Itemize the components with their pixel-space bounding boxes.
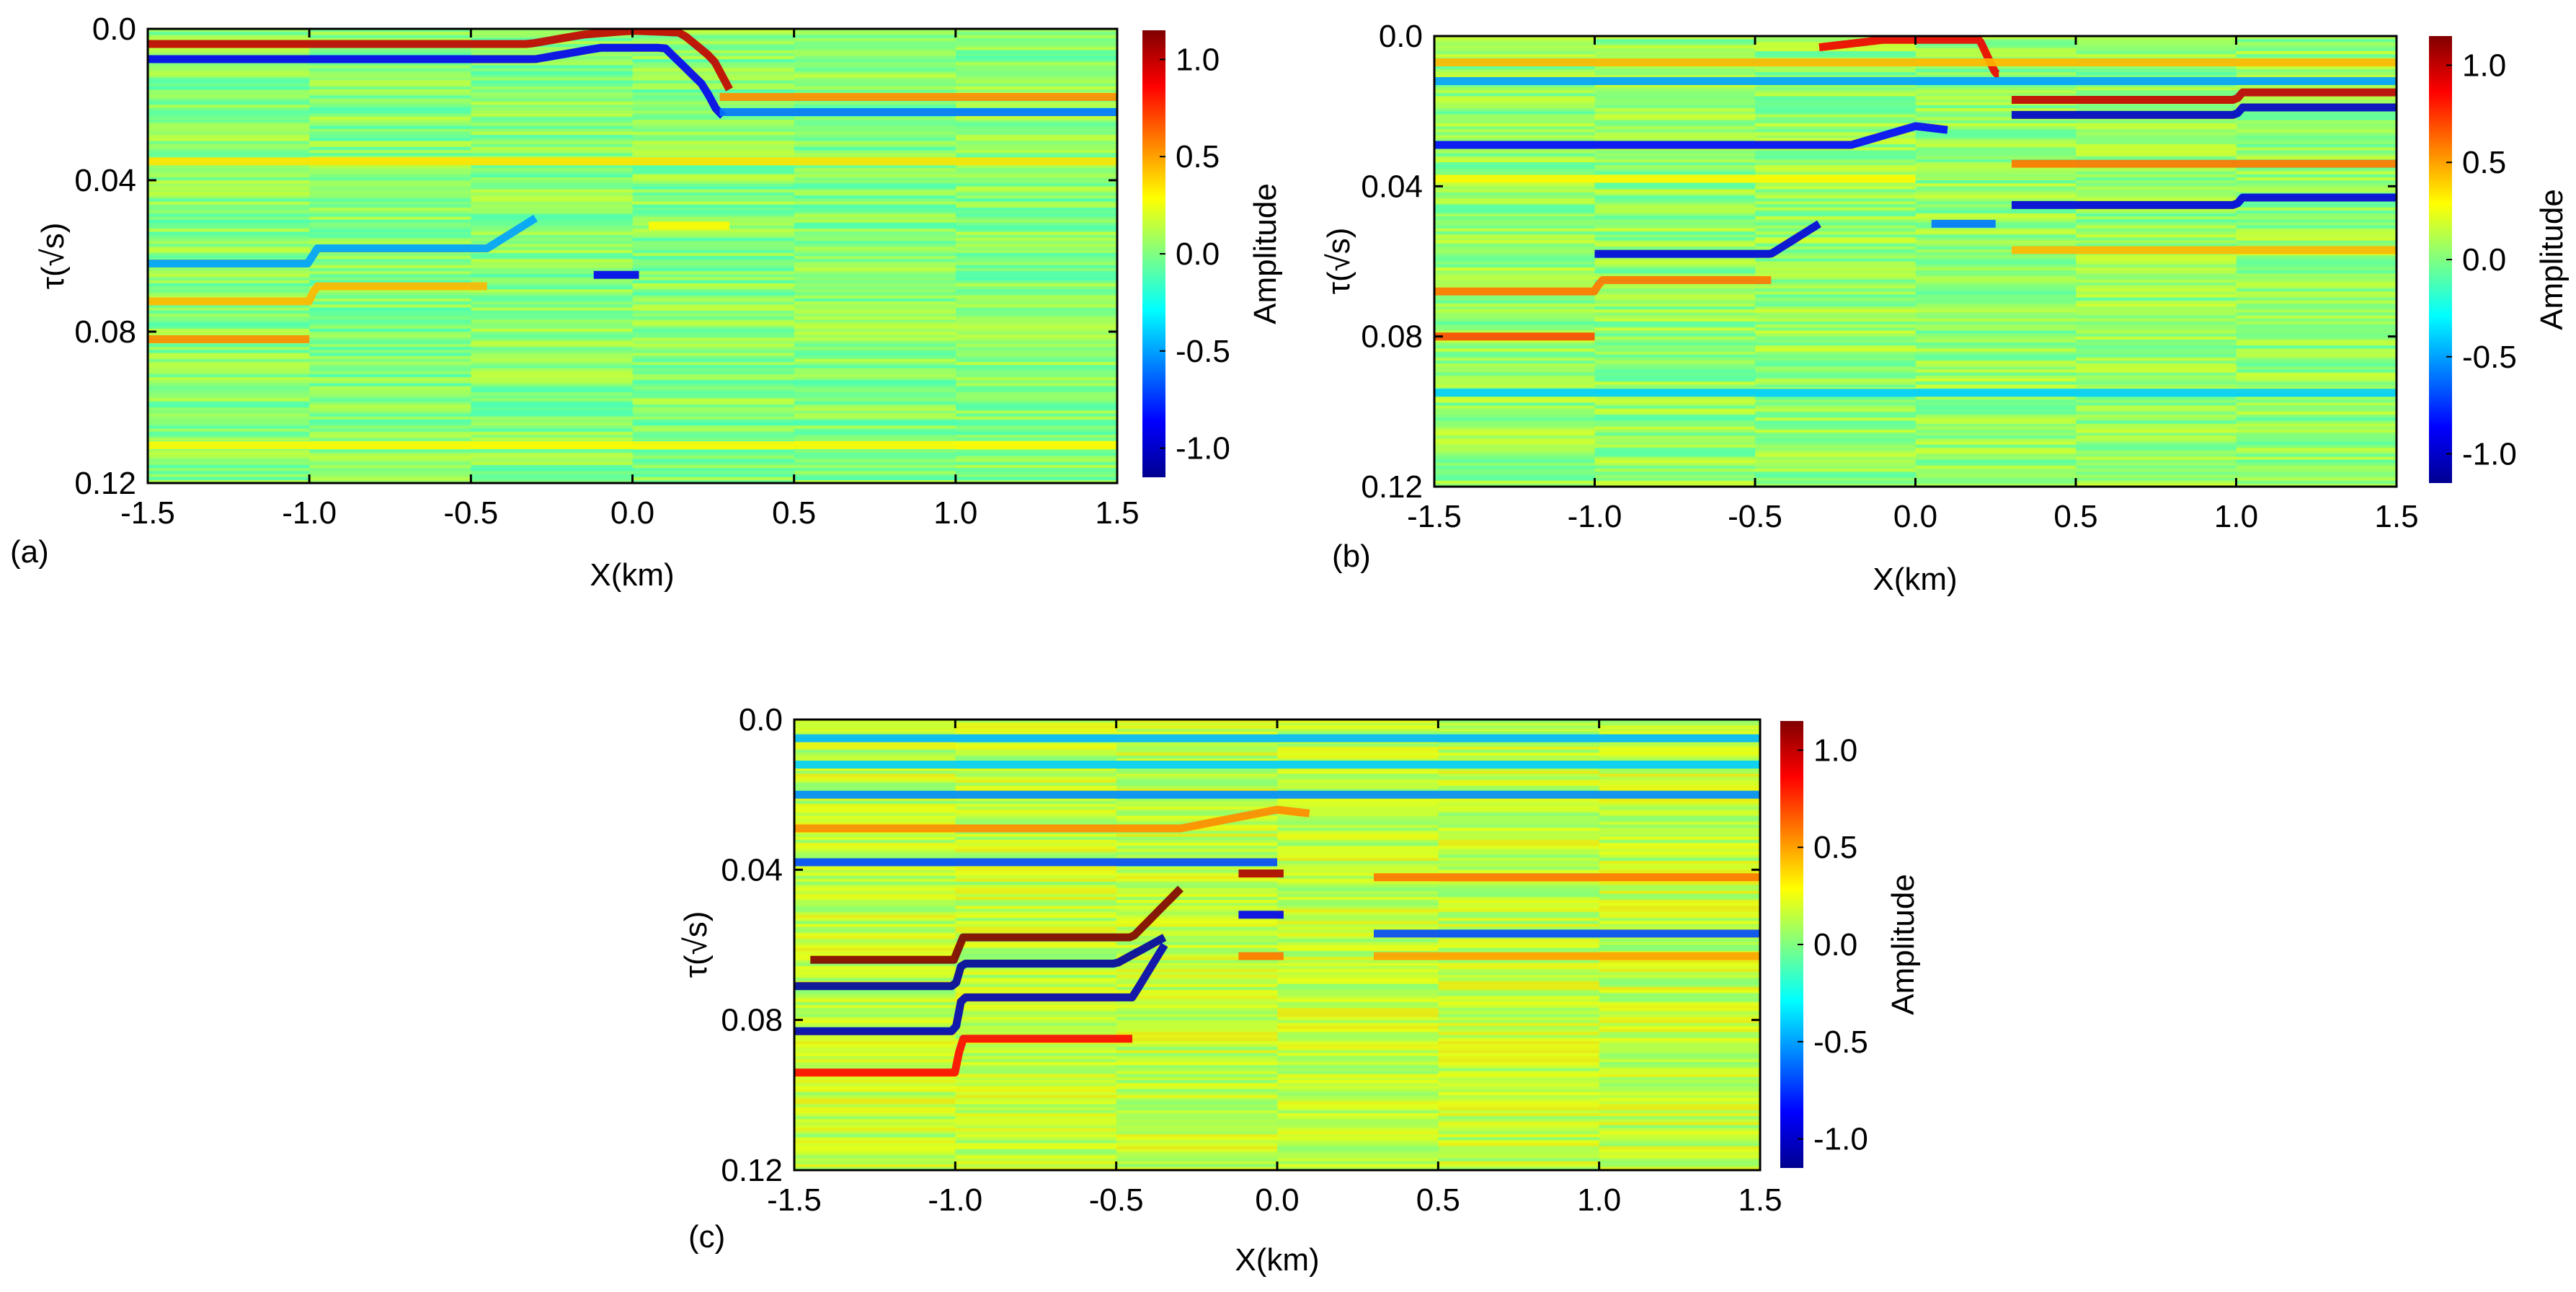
- panel-c-event-3: [794, 805, 1310, 833]
- panel-c-colorbar-tick-label-2: 0.0: [1813, 927, 1857, 963]
- panel-c-y-tick-label-3: 0.12: [721, 1153, 783, 1188]
- panel-c-event-12: [794, 942, 1168, 1035]
- panel-c-x-tick-label-1: -1.0: [928, 1182, 982, 1218]
- panel-c-colorbar-ticks: 1.0 0.5 0.0 -0.5 -1.0: [1798, 733, 1868, 1157]
- panel-c-colorbar-tick-label-3: -0.5: [1813, 1025, 1868, 1060]
- panel-c-x-tick-label-5: 1.0: [1577, 1182, 1621, 1218]
- panel-c-heatmap: [794, 720, 1760, 1170]
- panel-c-event-10: [810, 885, 1183, 964]
- panel-c-colorbar: 1.0 0.5 0.0 -0.5 -1.0 Amplitude: [1780, 721, 1921, 1168]
- panel-b-event-4: [2012, 103, 2397, 119]
- panel-a-event-1: [148, 43, 726, 119]
- panel-b: -1.5 -1.0 -0.5 0.0 0.5 1.0 1.5 0.0 0.04 0.08 0.12…: [1321, 19, 2570, 597]
- panel-c-x-tick-label-3: 0.0: [1255, 1182, 1299, 1218]
- panel-c-x-axis: -1.5 -1.0 -0.5 0.0 0.5 1.0 1.5: [767, 720, 1782, 1218]
- panel-b-colorbar-tick-label-4: -1.0: [2462, 437, 2517, 472]
- panel-a-event-7: [148, 282, 487, 306]
- panel-c-event-13: [794, 1035, 1132, 1077]
- panel-c-event-11: [794, 934, 1167, 991]
- panel-b-colorbar-tick-label-1: 0.5: [2462, 145, 2506, 180]
- panel-b-y-tick-label-2: 0.08: [1361, 319, 1423, 355]
- panel-c-label: (c): [688, 1219, 725, 1255]
- panel-b-colorbar-tick-label-3: -0.5: [2462, 340, 2517, 375]
- panel-c-colorbar-label: Amplitude: [1886, 874, 1921, 1015]
- panel-c-y-tick-label-2: 0.08: [721, 1003, 783, 1038]
- panel-a-x-tick-label-5: 1.0: [933, 495, 977, 531]
- panel-b-colorbar-label: Amplitude: [2534, 189, 2570, 330]
- panel-b-y-tick-label-0: 0.0: [1379, 19, 1423, 54]
- panel-a-y-axis: 0.0 0.04 0.08 0.12: [74, 12, 1117, 501]
- panel-b-colorbar-ticks: 1.0 0.5 0.0 -0.5 -1.0: [2446, 48, 2517, 472]
- panel-c-colorbar-tick-label-1: 0.5: [1813, 830, 1857, 865]
- panel-b-x-tick-label-3: 0.0: [1893, 499, 1937, 534]
- panel-b-y-tick-label-1: 0.04: [1361, 169, 1423, 204]
- panel-b-x-tick-label-5: 1.0: [2214, 499, 2258, 534]
- panel-c-colorbar-tick-label-0: 1.0: [1813, 733, 1857, 768]
- panel-a-x-tick-label-3: 0.0: [610, 495, 654, 531]
- panel-b-label: (b): [1332, 539, 1371, 574]
- panel-c-x-axis-label: X(km): [1235, 1242, 1319, 1278]
- panel-b-colorbar-tick-label-0: 1.0: [2462, 48, 2506, 83]
- panel-b-event-9: [1593, 220, 1821, 258]
- panel-a-x-axis-label: X(km): [590, 557, 674, 593]
- panel-c-y-axis: 0.0 0.04 0.08 0.12: [721, 702, 1760, 1188]
- panel-b-x-axis-label: X(km): [1873, 562, 1957, 597]
- panel-b-x-tick-label-0: -1.5: [1407, 499, 1462, 534]
- panel-a-x-axis: -1.5 -1.0 -0.5 0.0 0.5 1.0 1.5: [120, 29, 1140, 531]
- panel-b-x-axis: -1.5 -1.0 -0.5 0.0 0.5 1.0 1.5: [1407, 36, 2419, 534]
- panel-a-y-axis-label: τ(√s): [35, 223, 71, 290]
- panel-b-x-tick-label-2: -0.5: [1728, 499, 1782, 534]
- panel-a-colorbar-tick-label-1: 0.5: [1176, 139, 1220, 174]
- panel-a-x-tick-label-4: 0.5: [772, 495, 816, 531]
- panel-a-colorbar: 1.0 0.5 0.0 -0.5 -1.0 Amplitude: [1142, 30, 1283, 477]
- panel-a-event-6: [148, 214, 538, 267]
- panel-c-x-tick-label-4: 0.5: [1416, 1182, 1460, 1218]
- panel-a-x-tick-label-0: -1.5: [120, 495, 175, 531]
- panel-b-event-8: [2012, 193, 2397, 209]
- panel-a-y-tick-label-1: 0.04: [74, 163, 136, 198]
- panel-b-x-tick-label-6: 1.5: [2374, 499, 2418, 534]
- panel-b-event-0: [1817, 36, 2001, 78]
- panel-c: -1.5 -1.0 -0.5 0.0 0.5 1.0 1.5 0.0 0.04 0.08 0.12…: [678, 702, 1921, 1278]
- panel-b-heatmap: [1434, 36, 2397, 487]
- panel-a-y-tick-label-3: 0.12: [74, 466, 136, 501]
- panel-a-colorbar-tick-label-0: 1.0: [1176, 42, 1220, 77]
- panel-b-x-tick-label-4: 0.5: [2053, 499, 2097, 534]
- panel-a-y-tick-label-2: 0.08: [74, 314, 136, 350]
- panel-a-colorbar-ticks: 1.0 0.5 0.0 -0.5 -1.0: [1160, 42, 1230, 466]
- panel-a-heatmap: [148, 29, 1117, 483]
- panel-b-y-tick-label-3: 0.12: [1361, 469, 1423, 505]
- panel-c-colorbar-tick-label-4: -1.0: [1813, 1122, 1868, 1157]
- panel-b-event-10: [1434, 276, 1772, 296]
- panel-a-colorbar-tick-label-4: -1.0: [1176, 431, 1230, 466]
- panel-a-y-tick-label-0: 0.0: [92, 12, 136, 47]
- panel-c-x-tick-label-2: -0.5: [1089, 1182, 1144, 1218]
- panel-a: -1.5 -1.0 -0.5 0.0 0.5 1.0 1.5 0.0 0.04 0.08 0.12…: [10, 12, 1283, 593]
- panel-a-x-tick-label-2: -0.5: [443, 495, 498, 531]
- panel-a-colorbar-label: Amplitude: [1248, 183, 1283, 324]
- panel-a-x-tick-label-6: 1.5: [1095, 495, 1139, 531]
- panel-a-x-tick-label-1: -1.0: [282, 495, 337, 531]
- panel-b-event-5: [1434, 122, 1948, 149]
- panel-a-colorbar-tick-label-3: -0.5: [1176, 334, 1230, 369]
- panel-b-x-tick-label-1: -1.0: [1568, 499, 1622, 534]
- panel-b-colorbar-tick-label-2: 0.0: [2462, 242, 2506, 278]
- panel-c-y-tick-label-1: 0.04: [721, 852, 783, 888]
- panel-c-x-tick-label-6: 1.5: [1738, 1182, 1782, 1218]
- panel-a-label: (a): [10, 534, 49, 570]
- panel-c-y-axis-label: τ(√s): [678, 911, 714, 978]
- panel-b-y-axis-label: τ(√s): [1321, 228, 1356, 295]
- panel-a-colorbar-tick-label-2: 0.0: [1176, 236, 1220, 272]
- panel-c-y-tick-label-0: 0.0: [739, 702, 783, 738]
- panel-b-y-axis: 0.0 0.04 0.08 0.12: [1361, 19, 2397, 505]
- panel-c-x-tick-label-0: -1.5: [767, 1182, 822, 1218]
- panel-b-event-3: [2012, 88, 2397, 104]
- panel-b-colorbar: 1.0 0.5 0.0 -0.5 -1.0 Amplitude: [2429, 36, 2570, 483]
